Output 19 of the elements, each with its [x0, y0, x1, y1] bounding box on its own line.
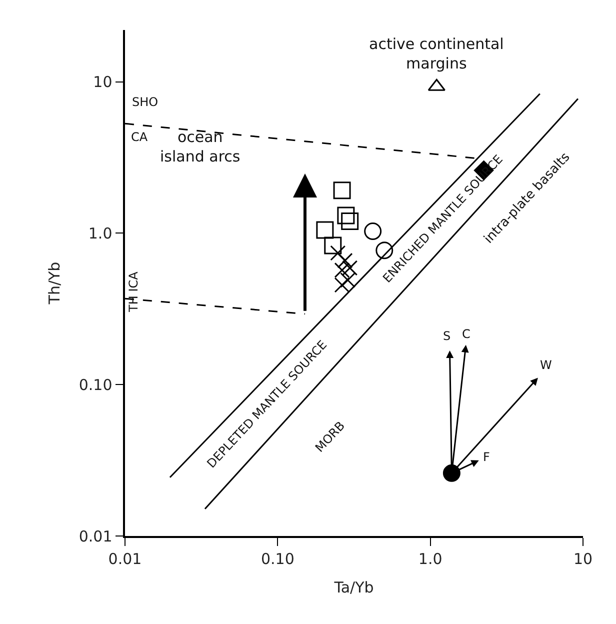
annotation: TH ICA [126, 270, 140, 313]
annotation: ocean island arcs [160, 128, 240, 166]
annotation: active continental margins [369, 35, 504, 72]
annotation: C [462, 327, 470, 341]
x-tick-label: 0.10 [260, 550, 294, 568]
y-tick-label: 0.10 [78, 376, 112, 394]
x-axis-title: Ta/Yb [333, 578, 374, 596]
x-tick-label: 1.0 [418, 550, 442, 568]
annotation: SHO [132, 95, 158, 109]
x-tick-label: 10 [573, 550, 593, 568]
y-tick-label: 10 [93, 73, 112, 92]
annotation: F [483, 450, 490, 464]
annotation: S [443, 329, 451, 343]
annotation: W [540, 358, 552, 372]
x-tick-label: 0.01 [108, 550, 142, 568]
y-axis-title: Th/Yb [46, 262, 64, 306]
y-tick-label: 1.0 [88, 224, 112, 242]
annotation: CA [131, 130, 148, 144]
y-tick-label: 0.01 [78, 527, 112, 546]
